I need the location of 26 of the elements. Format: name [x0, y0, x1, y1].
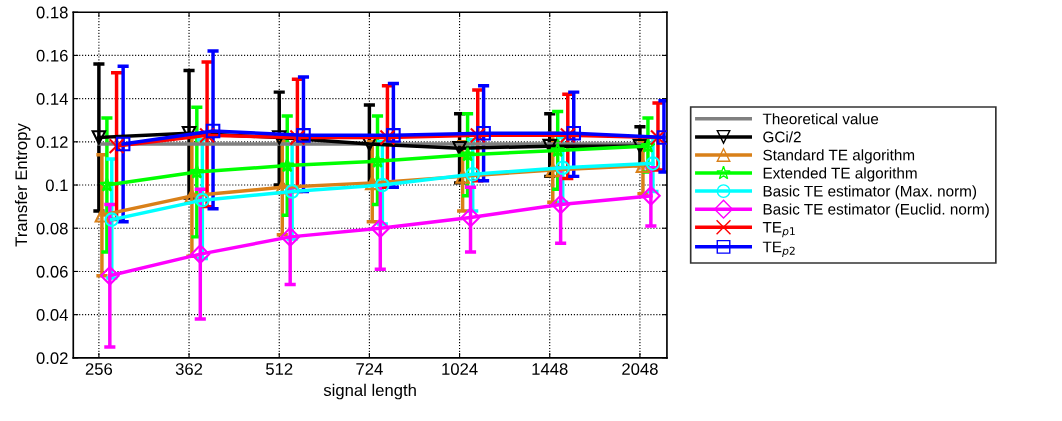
legend-label: Basic TE estimator (Max. norm) — [763, 185, 977, 200]
y-tick-label: 0.04 — [36, 309, 68, 321]
y-tick-label: 0.06 — [36, 265, 68, 278]
legend-label: Theoretical value — [762, 113, 879, 125]
y-axis-title: Transfer Entropy — [14, 123, 31, 247]
y-tick-label: 0.12 — [36, 136, 68, 149]
legend-label: GCi/2 — [763, 131, 801, 143]
legend-label: Extended TE algorithm — [763, 167, 917, 182]
y-tick-label: 0.16 — [36, 49, 68, 62]
y-tick-label: 0.1 — [45, 179, 68, 192]
x-tick-label: 512 — [266, 363, 293, 375]
x-tick-label: 256 — [85, 363, 113, 375]
x-tick-label: 362 — [175, 363, 203, 375]
x-tick-label: 1024 — [442, 363, 478, 375]
x-axis-title: signal length — [323, 383, 416, 400]
y-tick-label: 0.02 — [36, 352, 68, 365]
x-tick-label: 1448 — [532, 363, 568, 375]
legend-label: TE$_{p2}$ — [762, 241, 795, 257]
y-tick-label: 0.14 — [36, 93, 68, 105]
y-tick-label: 0.08 — [36, 222, 68, 235]
x-tick-label: 2048 — [622, 363, 658, 375]
y-tick-label: 0.18 — [36, 6, 68, 19]
legend-label: TE$_{p1}$ — [762, 222, 795, 238]
legend-label: Basic TE estimator (Euclid. norm) — [763, 203, 989, 218]
x-tick-label: 724 — [356, 363, 383, 375]
legend-label: Standard TE algorithm — [763, 149, 915, 164]
